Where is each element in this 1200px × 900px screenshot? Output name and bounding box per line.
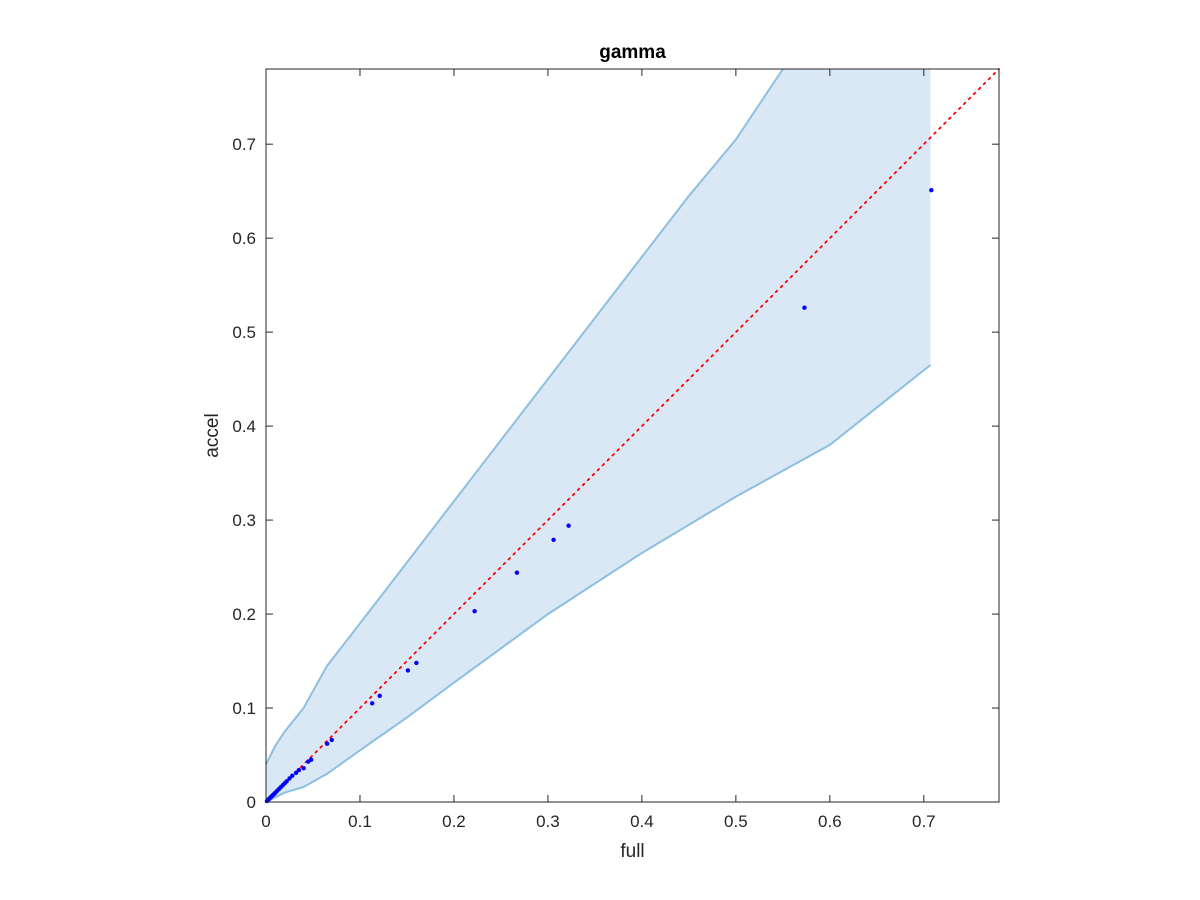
data-point (290, 773, 295, 778)
x-tick-label: 0.2 (442, 812, 466, 831)
data-point (929, 188, 934, 193)
y-tick-label: 0.3 (232, 511, 256, 530)
plot-area-border (265, 68, 1000, 803)
x-tick-label: 0.1 (348, 812, 372, 831)
axis-ticks: 0 0.1 0.2 0.3 0.4 0.5 0.6 0.7 0 0.1 0.2 0.3 0.4 0.5 0.… (232, 69, 999, 831)
data-point (566, 523, 571, 528)
data-point (802, 305, 807, 310)
chart-title: gamma (599, 42, 666, 63)
data-point (551, 537, 556, 543)
reference-line (265, 68, 1000, 803)
data-point (405, 668, 411, 673)
band-lower-edge (265, 364, 932, 803)
y-tick-label: 0.7 (232, 135, 256, 154)
y-tick-label: 0 (247, 793, 256, 812)
data-point (324, 741, 330, 746)
data-point (329, 737, 334, 743)
data-point (287, 776, 292, 781)
x-tick-label: 0.4 (630, 812, 654, 831)
x-tick-label: 0.6 (818, 812, 842, 831)
data-point (472, 609, 477, 614)
data-point (369, 701, 375, 706)
data-point (514, 570, 520, 575)
x-tick-label: 0.5 (724, 812, 748, 831)
y-tick-label: 0.1 (232, 699, 256, 718)
band-fill (266, 69, 931, 802)
data-point (414, 660, 419, 666)
x-tick-label: 0.3 (536, 812, 560, 831)
data-point (377, 693, 382, 699)
x-tick-label: 0.7 (912, 812, 936, 831)
y-axis-title: accel (202, 413, 223, 457)
data-point (293, 770, 299, 776)
data-point (284, 779, 289, 784)
y-tick-label: 0.6 (232, 229, 256, 248)
identity-line (265, 68, 1000, 803)
y-tick-label: 0.5 (232, 323, 256, 342)
y-tick-label: 0.2 (232, 605, 256, 624)
x-axis-title: full (620, 841, 644, 862)
y-tick-label: 0.4 (232, 417, 256, 436)
x-tick-label: 0 (261, 812, 270, 831)
band-upper-edge (265, 68, 784, 765)
data-points (264, 188, 934, 804)
confidence-band (265, 68, 932, 803)
data-point (301, 765, 306, 771)
data-point (296, 767, 302, 773)
data-point (308, 757, 314, 762)
